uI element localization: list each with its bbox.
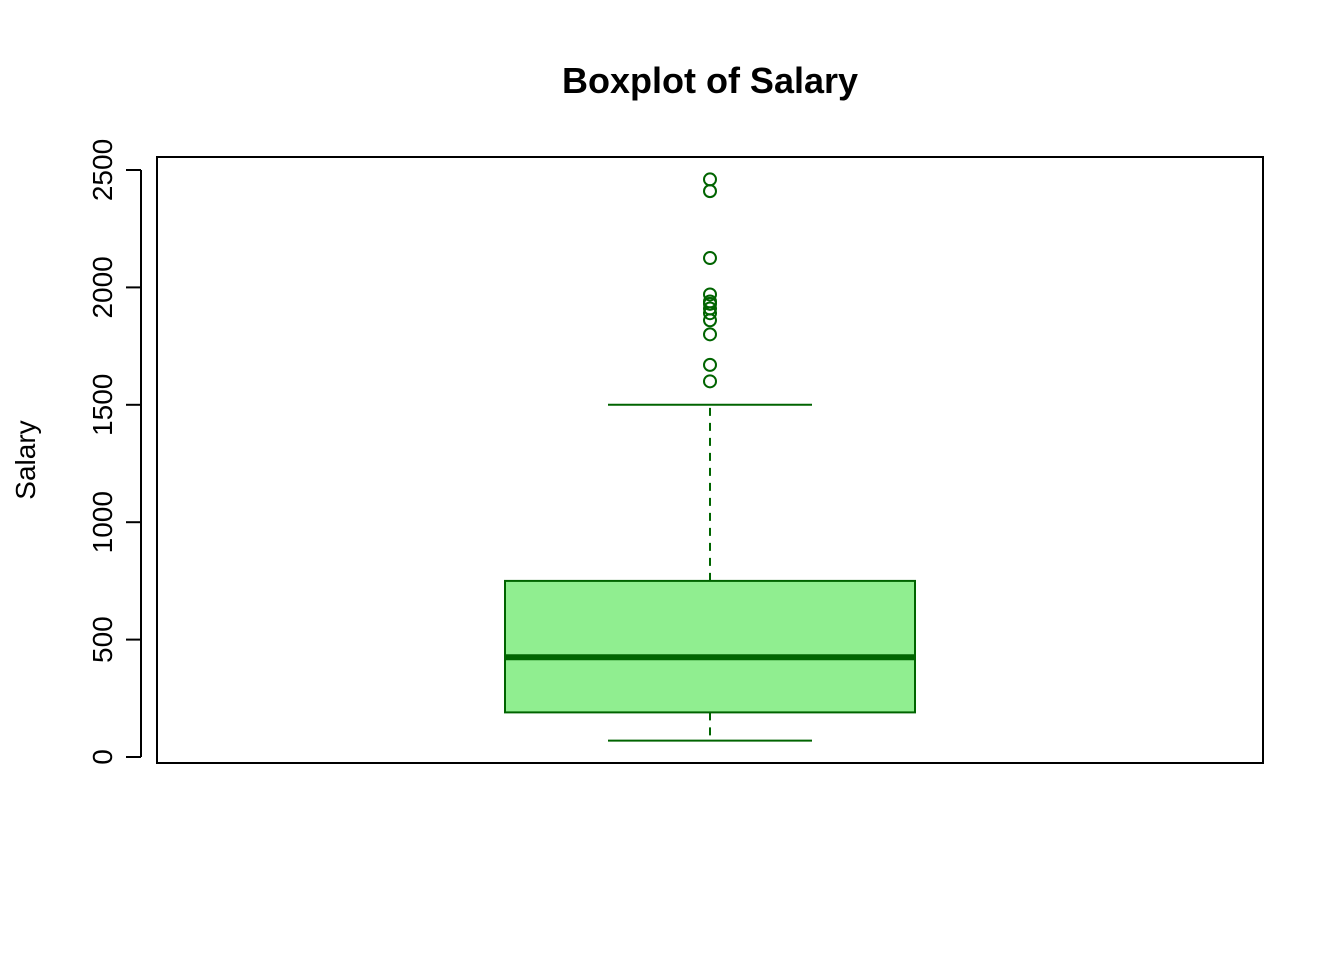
interquartile-box (504, 579, 916, 714)
y-tick-label: 2000 (87, 256, 118, 318)
boxes-group (504, 172, 916, 742)
outlier-point (703, 327, 717, 342)
outlier-point (703, 357, 717, 372)
outlier-point (703, 172, 717, 187)
outlier-point (703, 301, 717, 316)
y-tick-label: 0 (87, 749, 118, 765)
outlier-point (703, 294, 717, 309)
y-axis-label: Salary (10, 420, 41, 499)
outlier-point (703, 184, 717, 199)
y-axis: 0 500 1000 1500 2000 2500 (87, 139, 142, 765)
outlier-point (703, 374, 717, 389)
y-tick-label: 1500 (87, 374, 118, 436)
plot-frame (156, 156, 1264, 764)
outlier-point (703, 287, 717, 302)
box-series (504, 172, 916, 742)
chart-title: Boxplot of Salary (562, 60, 858, 101)
y-tick-label: 1000 (87, 491, 118, 553)
y-tick-label: 2500 (87, 139, 118, 201)
outlier-point (703, 251, 717, 266)
y-tick-label: 500 (87, 616, 118, 663)
